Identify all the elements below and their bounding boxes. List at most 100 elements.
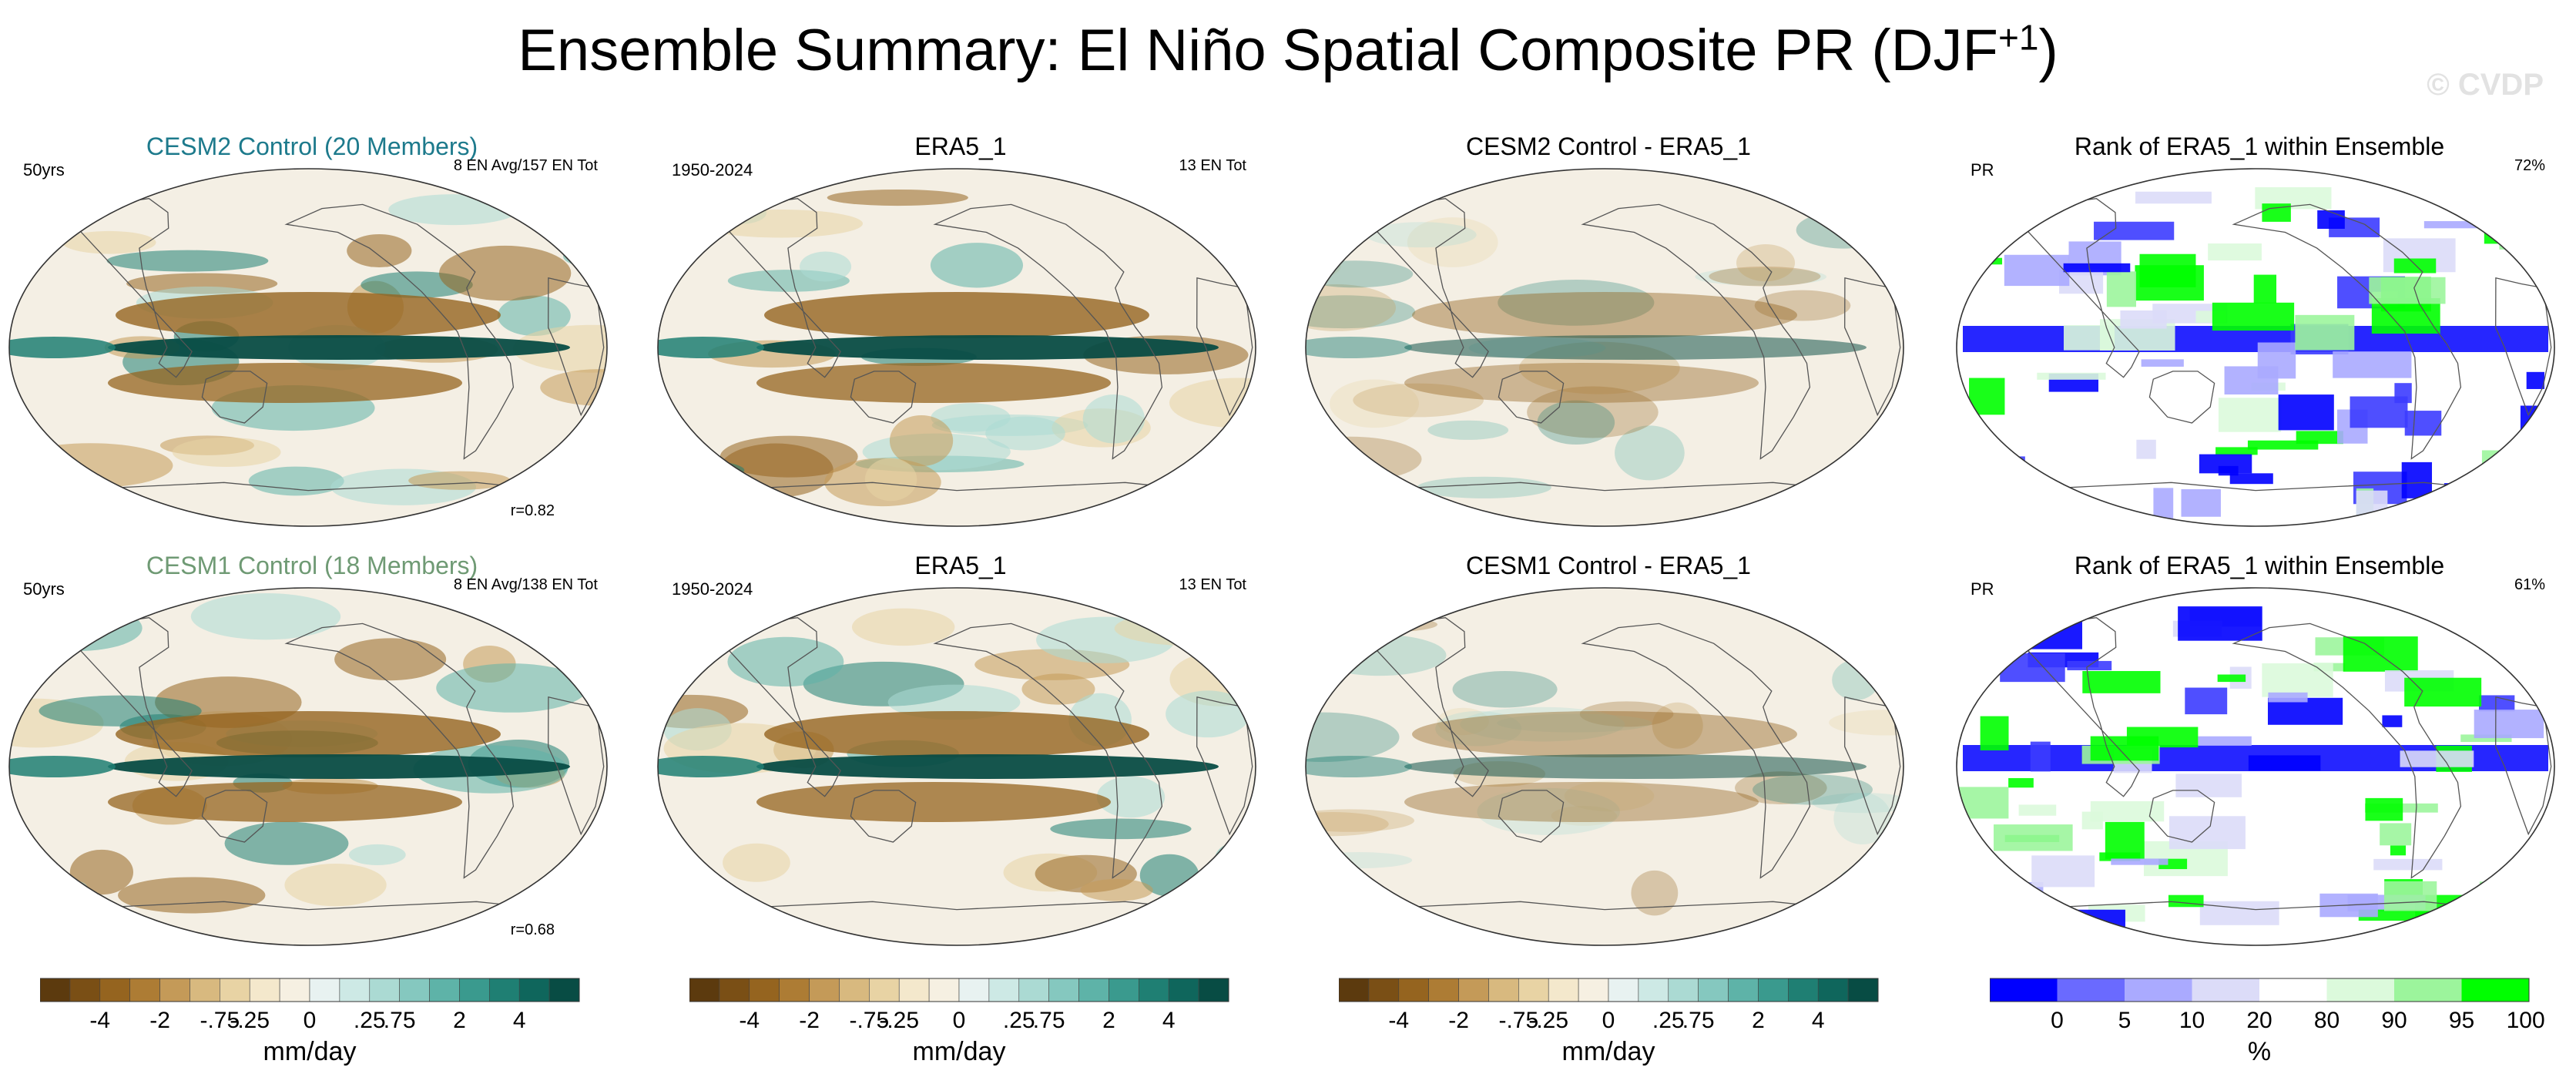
coastline [2495,696,2552,836]
coastline [2495,277,2552,417]
colorbar-outline [689,978,1229,1002]
colorbar-swatch [489,978,520,1002]
coastline [284,203,515,460]
colorbar-swatch [928,978,960,1002]
map-panel-8: Rank of ERA5_1 within Ensemble PR 61% [1955,552,2564,952]
colorbar-swatch [1198,978,1229,1002]
pattern-blob [1709,267,1821,287]
rank-cell [2175,774,2242,797]
colorbar-swatch [40,978,71,1002]
coastline [706,198,841,378]
pattern-blob [1306,712,1400,763]
rank-cell [2390,845,2407,856]
colorbar-tick-label: -.25 [879,1008,919,1033]
pattern-blob [677,199,759,219]
colorbar-swatch [129,978,160,1002]
pattern-blob [1631,870,1679,916]
rank-cell [2356,490,2388,525]
rank-cell [2224,366,2279,395]
rank-cell [2268,692,2308,703]
pattern-blob [1527,386,1659,438]
rank-cell [2141,359,2184,367]
panel-title: Rank of ERA5_1 within Ensemble [2074,133,2445,160]
colorbar-tick-label: 4 [1812,1008,1825,1033]
coastline [62,482,555,526]
wet-band-equatorial [756,754,1219,779]
rank-cell [2136,439,2156,459]
colorbar-tick-label: 90 [2381,1008,2407,1033]
pattern-blob [1306,812,1389,837]
map-border [8,587,608,946]
pattern-blob [436,663,588,713]
rank-cell [2004,254,2070,287]
pattern-blob [1096,776,1166,818]
colorbar-tick-label: -4 [739,1008,760,1033]
rank-cell [2350,396,2408,428]
pattern-blob [1829,710,1903,736]
colorbar-swatch [399,978,430,1002]
coastline [711,901,1204,945]
pattern-blob [1166,690,1251,738]
colorbar-tick-label: 4 [1162,1008,1176,1033]
pattern-blob [1497,713,1652,733]
dry-band-north [1412,292,1797,338]
wet-band-indian [1306,337,1412,358]
colorbar-swatch [1728,978,1759,1002]
rank-cell [2383,881,2437,911]
colorbar-tick-label: .25 [1652,1008,1685,1033]
pattern-blob [1812,793,1903,814]
coastline [2010,901,2503,945]
rank-cell [2481,450,2546,475]
colorbar-swatch [279,978,310,1002]
colorbar-swatch [1458,978,1489,1002]
coastline [2232,203,2462,460]
pattern-blob [172,437,281,468]
rank-cell [2199,454,2252,474]
rank-cell [2554,302,2556,327]
coastline [933,203,1163,460]
colorbar-tick-label: -2 [799,1008,820,1033]
dry-band-north [116,711,501,757]
map-panel-6: ERA5_1 1950-2024 13 EN Tot [656,552,1265,952]
colorbar-swatch [339,978,371,1002]
coastline [1581,203,1811,460]
colorbar-tick-label: 80 [2314,1008,2340,1033]
colorbar-tick-label: 4 [513,1008,526,1033]
rank-cell [2000,653,2065,683]
colorbar-swatch [1428,978,1459,1002]
wet-band-equatorial [1404,335,1867,360]
map-plot [1956,587,2555,946]
pattern-blob [248,466,344,496]
rank-cell [2380,823,2412,846]
colorbar-swatch [1168,978,1199,1002]
coastline [1844,277,1901,417]
colorbar-tick-label: -4 [1388,1008,1409,1033]
pattern-blob [1695,267,1827,286]
rank-cell [2081,811,2103,830]
colorbar-tick-label: .25 [1003,1008,1035,1033]
rank-cell [2484,214,2540,244]
pattern-blob [1050,818,1192,840]
rank-cell [2262,203,2291,222]
wet-band-indian [9,756,116,777]
map-border [657,587,1256,946]
rank-cell [2229,473,2273,485]
colorbar-swatch [429,978,460,1002]
colorbar-swatch [369,978,400,1002]
map-panel-5: CESM1 Control (18 Members) 50yrs 8 EN Avg/… [8,552,616,952]
pattern-blob [9,881,82,926]
pattern-blob [1080,878,1153,901]
coastline [284,623,515,879]
pattern-blob [347,233,412,267]
colorbar-tick-label: -2 [149,1008,170,1033]
colorbar-swatch [1608,978,1639,1002]
colorbar-1: -4 -2 -.75 -.25 0 .25.75 2 4 mm/day [40,977,626,1069]
rank-cell [2400,750,2474,767]
rank-cell [2008,777,2034,788]
coastline [1354,617,1489,797]
coastline [548,277,605,417]
page-title: Ensemble Summary: El Niño Spatial Compos… [518,17,2058,83]
pattern-blob [1225,439,1256,477]
pattern-blob [1427,420,1509,440]
rank-cell [2253,274,2277,304]
